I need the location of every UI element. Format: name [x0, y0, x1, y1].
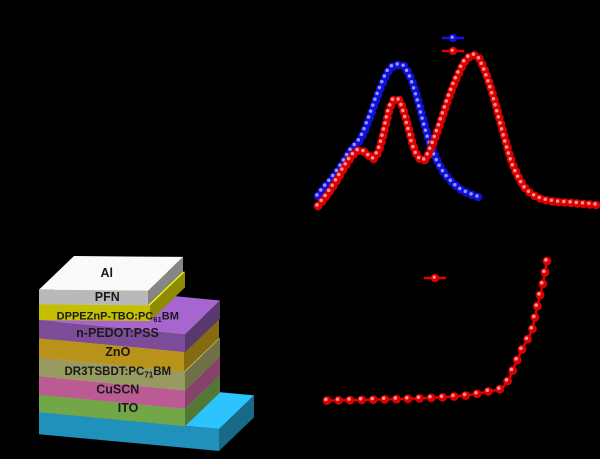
svg-text:n-PEDOT:PSS: n-PEDOT:PSS	[76, 326, 159, 340]
svg-text:ZnO: ZnO	[105, 345, 130, 359]
svg-text:CuSCN: CuSCN	[96, 383, 139, 397]
svg-text:ITO: ITO	[118, 401, 139, 415]
svg-text:DR3TSBDT:PC71BM: DR3TSBDT:PC71BM	[64, 366, 171, 380]
svg-text:Al: Al	[100, 266, 113, 280]
svg-text:PFN: PFN	[95, 290, 120, 304]
